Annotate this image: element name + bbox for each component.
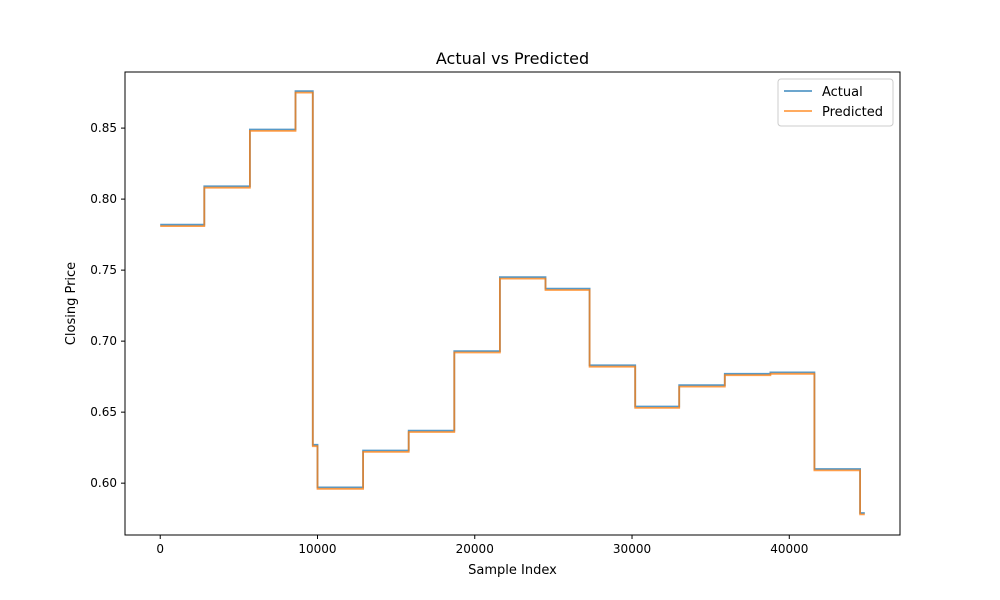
y-tick-label: 0.65: [90, 405, 117, 419]
x-tick-label: 40000: [770, 542, 808, 556]
plot-lines: [160, 90, 865, 516]
legend: Actual Predicted: [777, 78, 894, 127]
x-tick-label: 30000: [613, 542, 651, 556]
y-tick-label: 0.70: [90, 334, 117, 348]
x-tick-label: 20000: [456, 542, 494, 556]
chart-title: Actual vs Predicted: [436, 49, 589, 68]
y-axis-ticks: 0.60 0.65 0.70 0.75 0.80 0.85: [90, 121, 125, 490]
x-tick-label: 10000: [298, 542, 336, 556]
y-axis-label: Closing Price: [64, 262, 79, 345]
x-axis-ticks: 0 10000 20000 30000 40000: [156, 535, 808, 556]
y-tick-label: 0.85: [90, 121, 117, 135]
x-axis-label: Sample Index: [468, 563, 557, 578]
plot-frame: [124, 71, 901, 536]
y-tick-label: 0.75: [90, 263, 117, 277]
series-line-predicted: [160, 91, 865, 516]
y-tick-label: 0.60: [90, 476, 117, 490]
legend-label-actual: Actual: [822, 85, 863, 100]
legend-label-predicted: Predicted: [822, 105, 883, 120]
x-tick-label: 0: [156, 542, 164, 556]
y-tick-label: 0.80: [90, 192, 117, 206]
